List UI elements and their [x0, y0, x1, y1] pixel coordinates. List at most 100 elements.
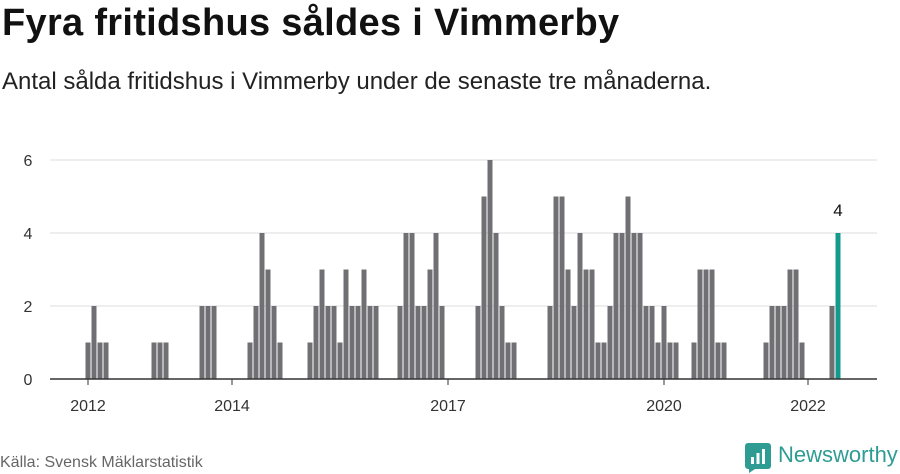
- bar: [637, 233, 643, 379]
- bar: [103, 342, 109, 379]
- y-tick-label: 0: [24, 372, 33, 389]
- bar: [367, 306, 373, 379]
- bar: [361, 269, 367, 379]
- bar: [427, 269, 433, 379]
- bar: [307, 342, 313, 379]
- bar: [397, 306, 403, 379]
- bar: [277, 342, 283, 379]
- bar: [421, 306, 427, 379]
- y-tick-label: 2: [24, 299, 33, 316]
- bar: [163, 342, 169, 379]
- bar: [505, 342, 511, 379]
- bar: [97, 342, 103, 379]
- bar: [721, 342, 727, 379]
- bar: [793, 269, 799, 379]
- bar: [409, 233, 415, 379]
- bar: [763, 342, 769, 379]
- bar: [343, 269, 349, 379]
- bar: [607, 306, 613, 379]
- chart-title: Fyra fritidshus såldes i Vimmerby: [2, 2, 620, 44]
- bar: [571, 306, 577, 379]
- bar: [499, 306, 505, 379]
- x-tick-label: 2014: [214, 398, 250, 415]
- bar: [481, 196, 487, 379]
- bar: [589, 269, 595, 379]
- bar: [547, 306, 553, 379]
- bar: [199, 306, 205, 379]
- bar: [313, 306, 319, 379]
- bar: [91, 306, 97, 379]
- x-tick-label: 2022: [790, 398, 826, 415]
- y-tick-label: 4: [24, 226, 33, 243]
- bar: [331, 306, 337, 379]
- bar: [373, 306, 379, 379]
- bar: [559, 196, 565, 379]
- bar: [583, 269, 589, 379]
- bar: [253, 306, 259, 379]
- chart-subtitle: Antal sålda fritidshus i Vimmerby under …: [2, 68, 712, 95]
- bar: [577, 233, 583, 379]
- bar: [631, 233, 637, 379]
- bar: [553, 196, 559, 379]
- x-tick-label: 2020: [646, 398, 682, 415]
- bar: [787, 269, 793, 379]
- bar: [355, 306, 361, 379]
- y-tick-label: 6: [24, 153, 33, 170]
- bar: [433, 233, 439, 379]
- x-tick-label: 2017: [430, 398, 466, 415]
- bar: [775, 306, 781, 379]
- bar-highlight: [835, 233, 841, 379]
- bar: [643, 306, 649, 379]
- bar: [157, 342, 163, 379]
- bar: [85, 342, 91, 379]
- bar: [403, 233, 409, 379]
- data-label: 4: [833, 201, 842, 220]
- source-note: Källa: Svensk Mäklarstatistik: [0, 454, 203, 471]
- bar: [769, 306, 775, 379]
- bar-chart: 0 2 4 6 2012 2014 2017 2020 2022 4: [24, 153, 877, 415]
- bar: [703, 269, 709, 379]
- bar: [673, 342, 679, 379]
- bar: [715, 342, 721, 379]
- bar: [475, 306, 481, 379]
- bar: [337, 342, 343, 379]
- bar: [151, 342, 157, 379]
- bar: [625, 196, 631, 379]
- newsworthy-brand-name: Newsworthy: [778, 442, 898, 467]
- bar: [829, 306, 835, 379]
- bar: [247, 342, 253, 379]
- gridlines: [50, 159, 877, 307]
- bar: [415, 306, 421, 379]
- bar: [595, 342, 601, 379]
- bar: [259, 233, 265, 379]
- bar: [265, 269, 271, 379]
- bar: [691, 342, 697, 379]
- x-tick-label: 2012: [70, 398, 106, 415]
- bar: [601, 342, 607, 379]
- bar: [565, 269, 571, 379]
- bar: [511, 342, 517, 379]
- bar: [709, 269, 715, 379]
- bar: [319, 269, 325, 379]
- bar: [799, 342, 805, 379]
- bar: [271, 306, 277, 379]
- bar: [619, 233, 625, 379]
- newsworthy-logo-icon: [745, 443, 771, 473]
- bar: [667, 342, 673, 379]
- bar: [487, 160, 493, 379]
- data-labels: 4: [833, 201, 842, 220]
- bar: [649, 306, 655, 379]
- bar: [655, 342, 661, 379]
- bar: [493, 233, 499, 379]
- bar: [661, 306, 667, 379]
- bar: [205, 306, 211, 379]
- bar: [325, 306, 331, 379]
- bar: [613, 233, 619, 379]
- bar: [697, 269, 703, 379]
- logo-bar: [756, 453, 760, 464]
- bars: [85, 160, 841, 379]
- bar: [349, 306, 355, 379]
- bar: [439, 306, 445, 379]
- bar: [781, 306, 787, 379]
- logo-bar: [751, 457, 754, 464]
